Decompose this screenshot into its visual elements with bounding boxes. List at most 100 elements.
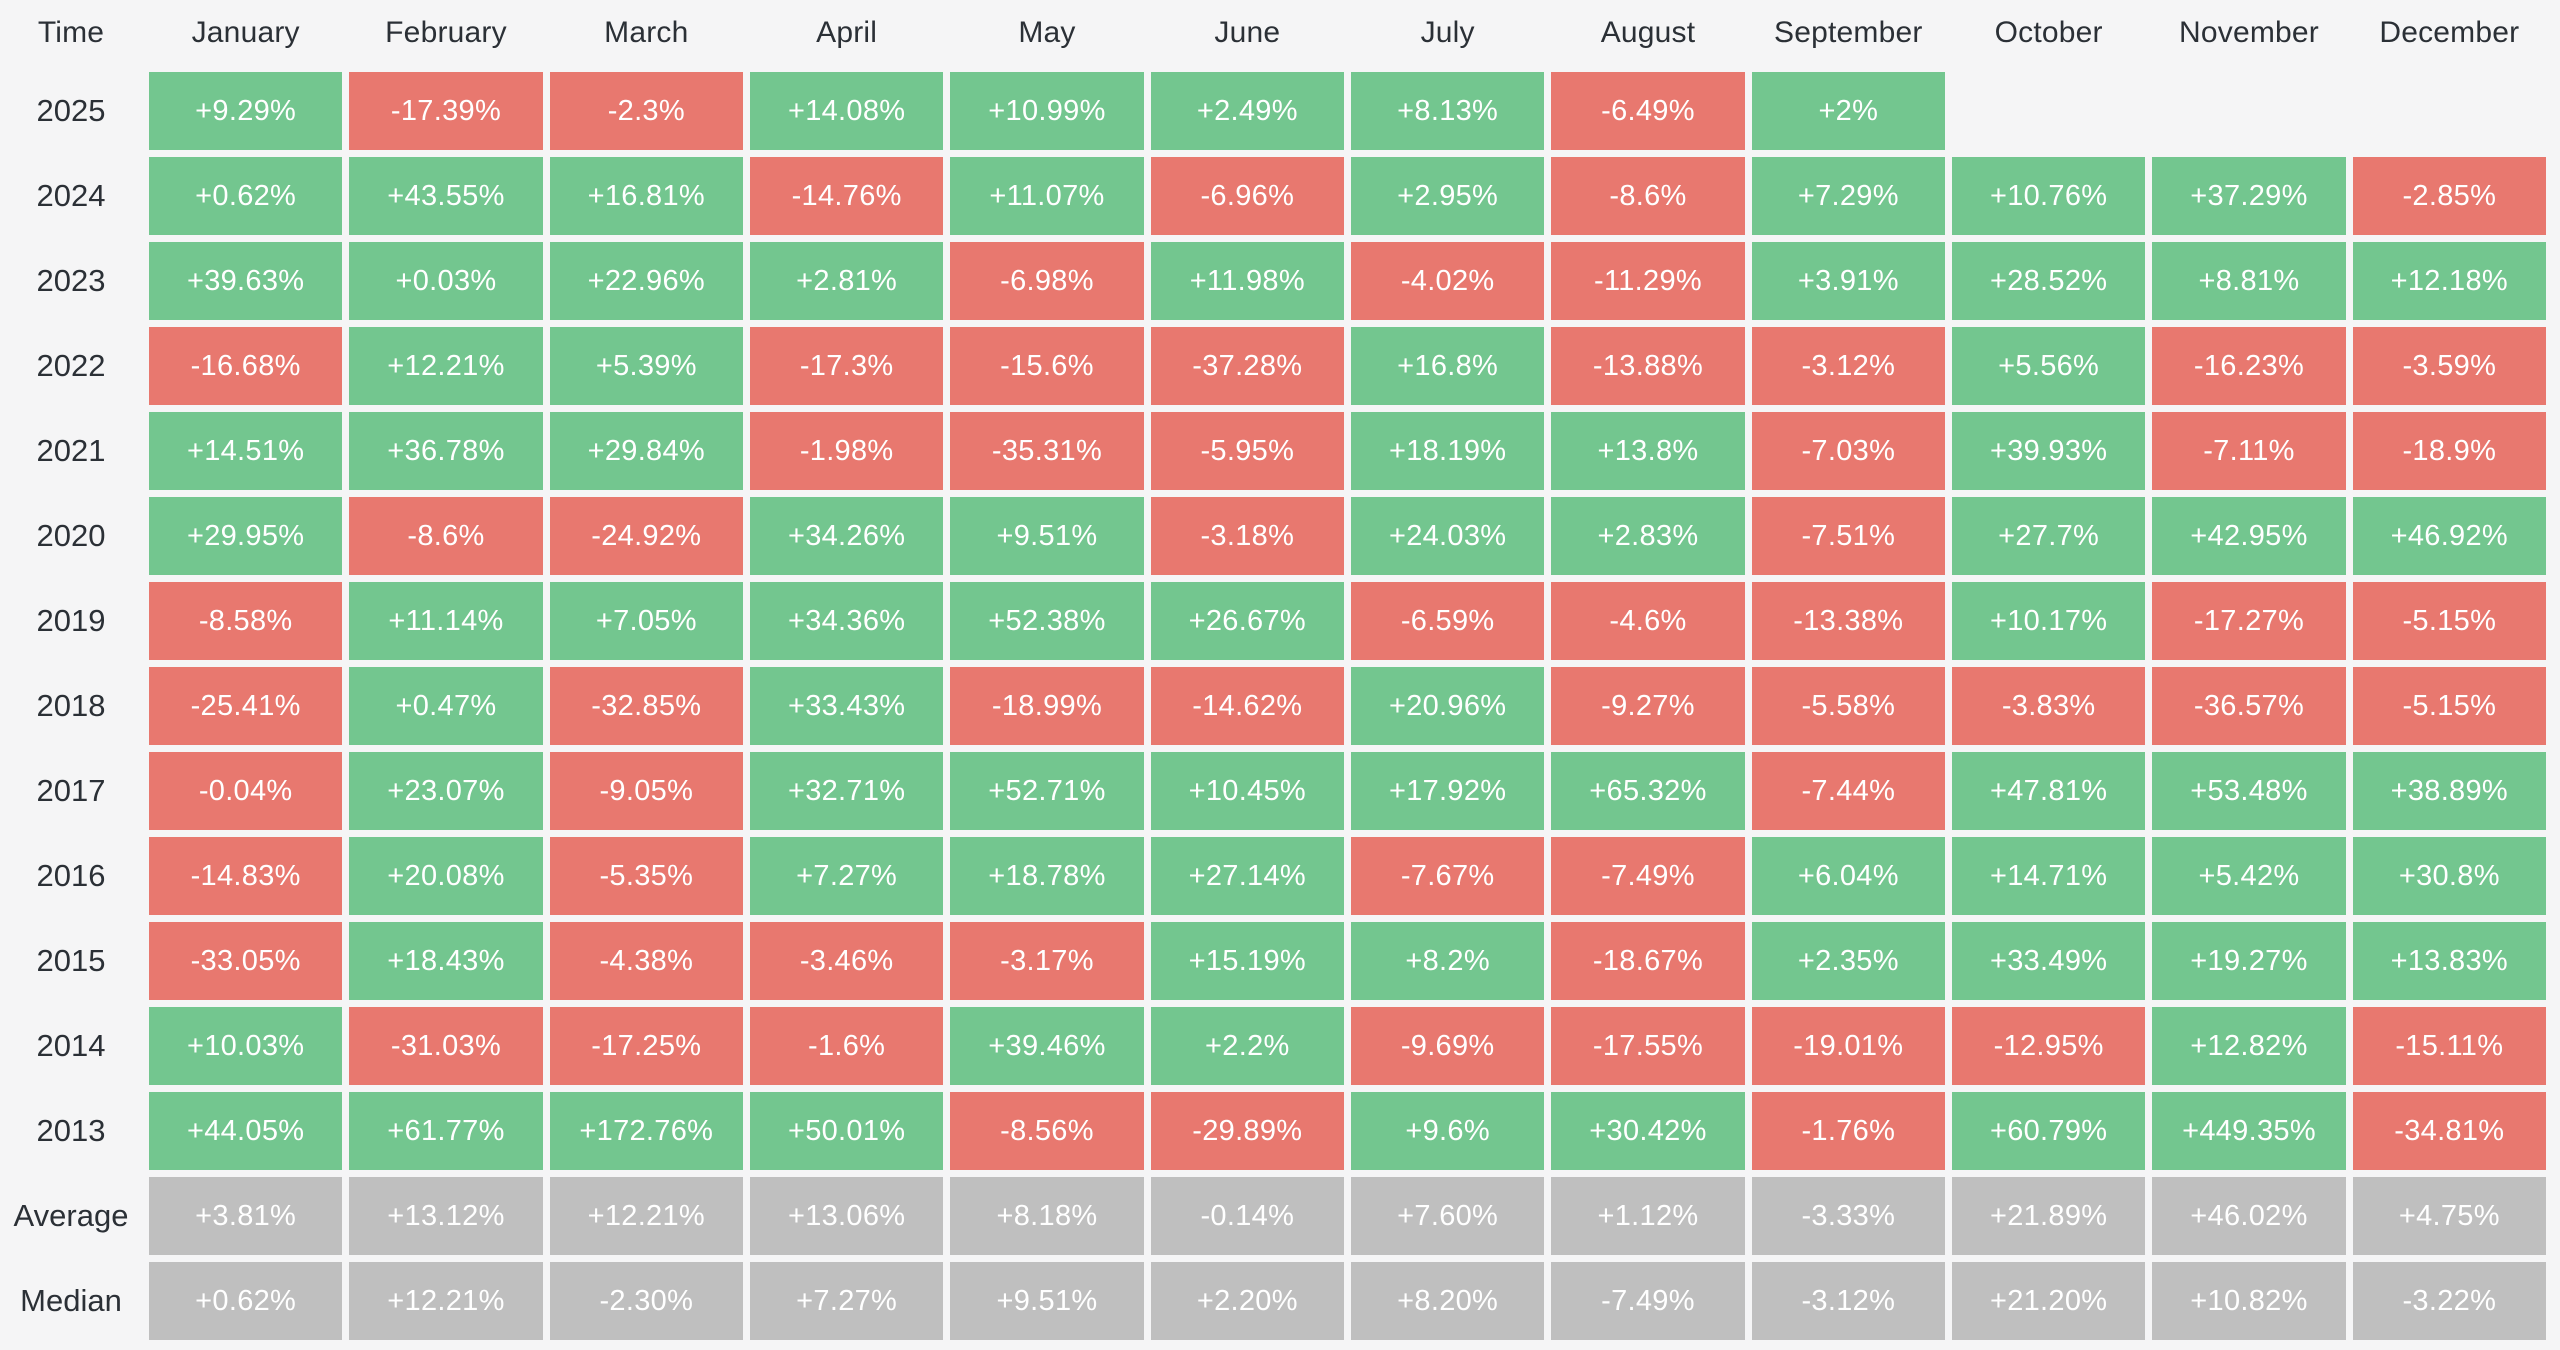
heatmap-cell: +33.49% (1951, 922, 2146, 1000)
heatmap-cell: -3.59% (2352, 327, 2546, 405)
heatmap-cell: +9.29% (149, 72, 343, 150)
empty-cell (2152, 72, 2345, 150)
heatmap-cell: +8.81% (2152, 242, 2346, 320)
table-row: 2021 +14.51% +36.78% +29.84% -1.98% -35.31% -5… (0, 412, 2546, 490)
heatmap-cell: +0.47% (349, 667, 543, 745)
heatmap-cell: -13.38% (1751, 582, 1945, 660)
column-header-november: November (2179, 15, 2319, 49)
heatmap-cell: -3.33% (1751, 1177, 1945, 1255)
heatmap-cell: -9.27% (1551, 667, 1745, 745)
heatmap-cell: +9.51% (950, 1262, 1144, 1340)
heatmap-cell: -0.04% (149, 752, 343, 830)
heatmap-cell: +36.78% (349, 412, 543, 490)
heatmap-cell: +7.27% (749, 837, 944, 915)
heatmap-cell: +3.91% (1751, 242, 1945, 320)
heatmap-cell: -3.46% (749, 922, 944, 1000)
row-label: 2014 (36, 1028, 106, 1063)
table-row: 2016 -14.83% +20.08% -5.35% +7.27% +18.78% +27… (0, 837, 2546, 915)
heatmap-cell: -7.49% (1551, 1262, 1745, 1340)
table-row: 2019 -8.58% +11.14% +7.05% +34.36% +52.38% +26… (0, 582, 2546, 660)
heatmap-cell: -8.6% (349, 497, 543, 575)
heatmap-cell: -16.68% (149, 327, 343, 405)
heatmap-cell: -7.03% (1751, 412, 1945, 490)
heatmap-cell: -16.23% (2152, 327, 2346, 405)
heatmap-cell: +13.8% (1551, 412, 1745, 490)
table-row: 2023 +39.63% +0.03% +22.96% +2.81% -6.98% +11.… (0, 242, 2546, 320)
heatmap-cell: -24.92% (549, 497, 743, 575)
column-header-april: April (816, 15, 878, 49)
heatmap-cell: +39.46% (950, 1007, 1144, 1085)
heatmap-cell: +23.07% (349, 752, 543, 830)
column-header-september: September (1774, 15, 1923, 49)
heatmap-cell: +6.04% (1751, 837, 1945, 915)
heatmap-cell: +34.36% (749, 582, 944, 660)
heatmap-cell: +12.18% (2352, 242, 2546, 320)
heatmap-cell: +2.2% (1150, 1007, 1344, 1085)
heatmap-cell: +14.71% (1951, 837, 2146, 915)
table-row: 2013 +44.05% +61.77% +172.76% +50.01% -8.56% -… (0, 1092, 2546, 1170)
heatmap-cell: +18.19% (1350, 412, 1545, 490)
row-label: 2023 (36, 263, 106, 298)
heatmap-cell: +53.48% (2152, 752, 2346, 830)
heatmap-cell: -35.31% (950, 412, 1144, 490)
heatmap-cell: -4.6% (1551, 582, 1745, 660)
heatmap-cell: -34.81% (2352, 1092, 2546, 1170)
heatmap-cell: -0.14% (1150, 1177, 1344, 1255)
heatmap-cell: +46.92% (2352, 497, 2546, 575)
heatmap-cell: +10.99% (950, 72, 1144, 150)
heatmap-cell: +13.83% (2352, 922, 2546, 1000)
heatmap-cell: -6.98% (950, 242, 1144, 320)
heatmap-cell: +22.96% (549, 242, 743, 320)
column-header-december: December (2379, 15, 2520, 49)
heatmap-cell: +10.17% (1951, 582, 2146, 660)
row-label: 2021 (36, 433, 106, 468)
heatmap-cell: +2.20% (1150, 1262, 1344, 1340)
heatmap-cell: +7.60% (1350, 1177, 1545, 1255)
heatmap-cell: +18.78% (950, 837, 1144, 915)
heatmap-cell: +449.35% (2152, 1092, 2346, 1170)
heatmap-cell: +1.12% (1551, 1177, 1745, 1255)
heatmap-cell: -14.76% (749, 157, 944, 235)
heatmap-cell: -15.11% (2352, 1007, 2546, 1085)
header-row: Time January February March April May June July… (0, 0, 2546, 65)
heatmap-cell: +21.89% (1951, 1177, 2146, 1255)
heatmap-cell: +15.19% (1150, 922, 1344, 1000)
row-label: 2024 (36, 178, 106, 213)
heatmap-cell: +4.75% (2352, 1177, 2546, 1255)
column-header-january: January (191, 15, 300, 49)
table-row: 2024 +0.62% +43.55% +16.81% -14.76% +11.07% -6… (0, 157, 2546, 235)
heatmap-cell: +7.29% (1751, 157, 1945, 235)
column-header-july: July (1420, 15, 1475, 49)
heatmap-cell: -2.85% (2352, 157, 2546, 235)
heatmap-cell: +2.95% (1350, 157, 1545, 235)
heatmap-cell: +32.71% (749, 752, 944, 830)
heatmap-cell: +8.13% (1350, 72, 1545, 150)
heatmap-cell: +20.96% (1350, 667, 1545, 745)
heatmap-cell: +0.62% (149, 157, 343, 235)
heatmap-cell: +60.79% (1951, 1092, 2146, 1170)
heatmap-cell: -32.85% (549, 667, 743, 745)
heatmap-cell: +13.12% (349, 1177, 543, 1255)
heatmap-cell: -5.15% (2352, 582, 2546, 660)
heatmap-cell: -6.49% (1551, 72, 1745, 150)
heatmap-cell: +47.81% (1951, 752, 2146, 830)
column-header-june: June (1214, 15, 1281, 49)
heatmap-cell: +61.77% (349, 1092, 543, 1170)
heatmap-cell: +16.81% (549, 157, 743, 235)
heatmap-cell: +10.45% (1150, 752, 1344, 830)
heatmap-cell: +7.05% (549, 582, 743, 660)
heatmap-cell: -18.9% (2352, 412, 2546, 490)
row-label: 2016 (36, 858, 106, 893)
heatmap-cell: +14.08% (749, 72, 944, 150)
heatmap-cell: +2.35% (1751, 922, 1945, 1000)
heatmap-cell: -15.6% (950, 327, 1144, 405)
heatmap-cell: +38.89% (2352, 752, 2546, 830)
row-label: Average (13, 1198, 129, 1233)
table-row: Average +3.81% +13.12% +12.21% +13.06% +8.18%… (0, 1177, 2546, 1255)
heatmap-cell: -33.05% (149, 922, 343, 1000)
heatmap-cell: +27.14% (1150, 837, 1344, 915)
row-label: 2017 (36, 773, 106, 808)
heatmap-cell: +8.2% (1350, 922, 1545, 1000)
heatmap-cell: +5.56% (1951, 327, 2146, 405)
heatmap-cell: +12.21% (549, 1177, 743, 1255)
